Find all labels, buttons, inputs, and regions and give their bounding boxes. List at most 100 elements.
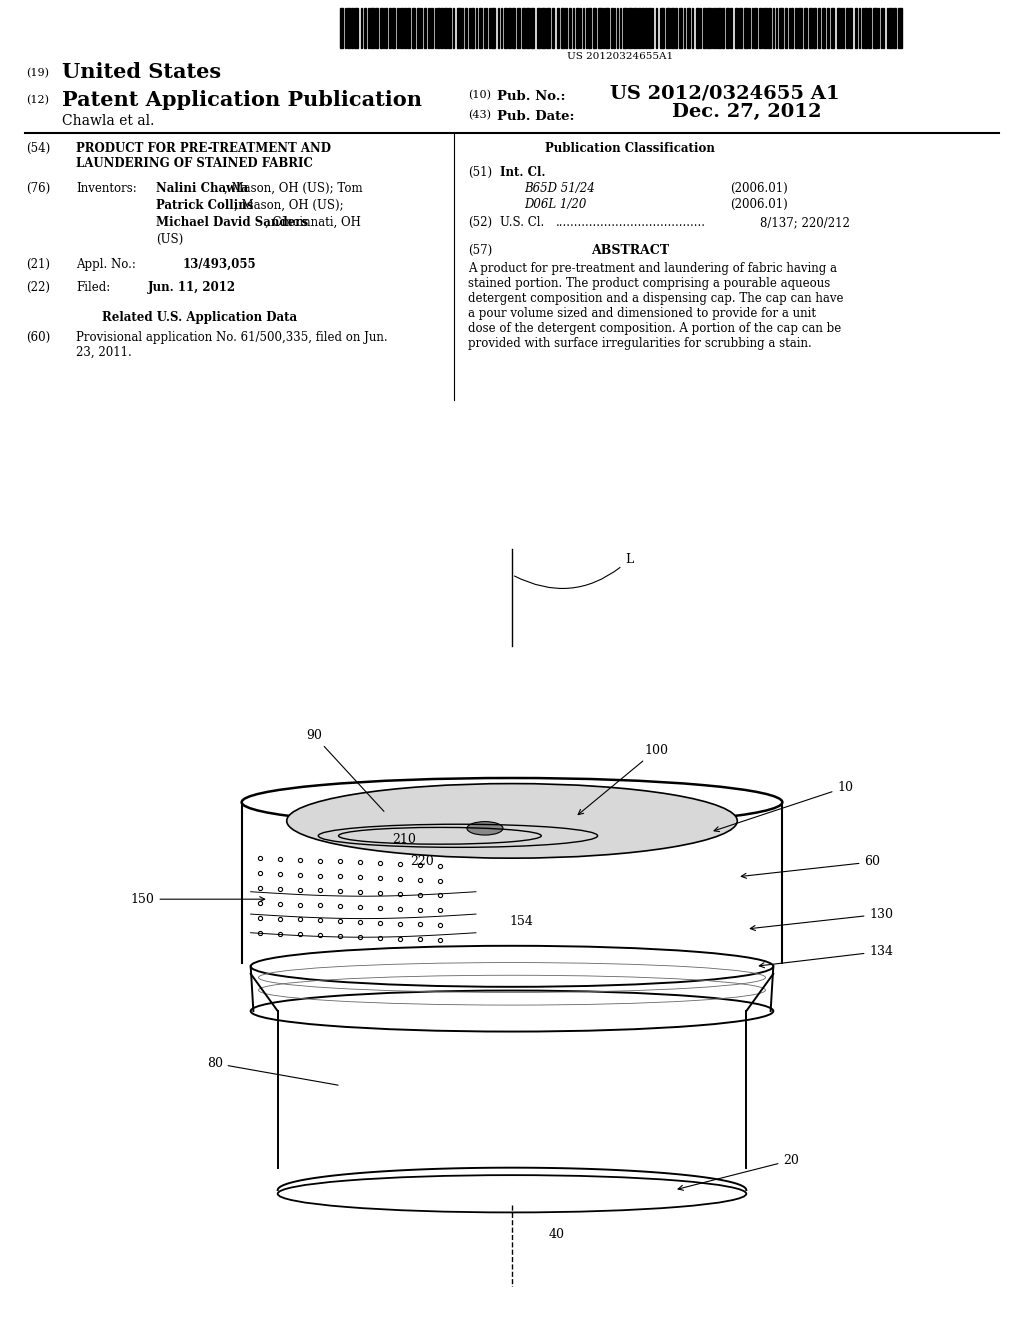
Text: 210: 210 <box>392 833 416 846</box>
Bar <box>522 8 524 48</box>
Bar <box>666 8 670 48</box>
Bar <box>597 8 601 48</box>
Bar <box>421 8 422 48</box>
Bar <box>611 8 612 48</box>
Ellipse shape <box>278 1175 746 1212</box>
Bar <box>729 8 732 48</box>
Bar <box>401 8 402 48</box>
Ellipse shape <box>467 821 503 836</box>
Bar <box>541 8 545 48</box>
Text: , Mason, OH (US); Tom: , Mason, OH (US); Tom <box>223 182 362 195</box>
Text: Dec. 27, 2012: Dec. 27, 2012 <box>672 103 821 121</box>
Bar <box>671 8 674 48</box>
Text: Filed:: Filed: <box>76 281 111 294</box>
Text: D06L 1/20: D06L 1/20 <box>524 198 587 211</box>
Text: L: L <box>514 553 633 589</box>
Bar <box>504 8 507 48</box>
Text: (43): (43) <box>468 110 490 120</box>
Bar <box>508 8 511 48</box>
Bar <box>734 8 737 48</box>
Bar <box>717 8 721 48</box>
Text: 80: 80 <box>207 1057 338 1085</box>
Text: Pub. No.:: Pub. No.: <box>497 90 565 103</box>
Text: 8/137; 220/212: 8/137; 220/212 <box>760 216 850 228</box>
Bar <box>703 8 706 48</box>
Bar <box>346 8 349 48</box>
Bar <box>560 8 563 48</box>
Text: (2006.01): (2006.01) <box>730 182 787 195</box>
Bar <box>517 8 520 48</box>
Text: 60: 60 <box>741 855 881 878</box>
Bar <box>485 8 487 48</box>
Bar <box>648 8 650 48</box>
Bar <box>368 8 369 48</box>
Bar <box>392 8 395 48</box>
Bar <box>449 8 451 48</box>
Text: 150: 150 <box>131 892 264 906</box>
Ellipse shape <box>251 990 773 1031</box>
Bar <box>725 8 728 48</box>
Text: A product for pre-treatment and laundering of fabric having a
stained portion. T: A product for pre-treatment and launderi… <box>468 261 844 350</box>
Text: 20: 20 <box>678 1154 800 1191</box>
Bar <box>893 8 896 48</box>
Bar <box>546 8 550 48</box>
Bar <box>440 8 443 48</box>
Text: Provisional application No. 61/500,335, filed on Jun.
23, 2011.: Provisional application No. 61/500,335, … <box>76 331 388 359</box>
Text: Patrick Collins: Patrick Collins <box>156 199 253 213</box>
Bar <box>898 8 902 48</box>
Text: B65D 51/24: B65D 51/24 <box>524 182 595 195</box>
Text: Publication Classification: Publication Classification <box>545 143 715 154</box>
Bar <box>593 8 596 48</box>
Text: Int. Cl.: Int. Cl. <box>500 166 546 180</box>
Bar <box>340 8 343 48</box>
Bar <box>465 8 467 48</box>
Text: Pub. Date:: Pub. Date: <box>497 110 574 123</box>
Bar <box>605 8 609 48</box>
Bar <box>478 8 481 48</box>
Text: (51): (51) <box>468 166 493 180</box>
Bar <box>537 8 540 48</box>
Bar <box>764 8 767 48</box>
Bar <box>457 8 461 48</box>
Text: (76): (76) <box>26 182 50 195</box>
Bar <box>822 8 824 48</box>
Text: 10: 10 <box>714 781 853 832</box>
Bar <box>354 8 358 48</box>
Bar <box>628 8 632 48</box>
Text: 90: 90 <box>306 729 384 812</box>
Ellipse shape <box>287 784 737 858</box>
Text: Inventors:: Inventors: <box>76 182 137 195</box>
Bar <box>565 8 566 48</box>
Bar <box>795 8 797 48</box>
Bar <box>699 8 701 48</box>
Bar <box>785 8 786 48</box>
Bar <box>568 8 571 48</box>
Bar <box>398 8 400 48</box>
Bar <box>364 8 366 48</box>
Bar <box>707 8 711 48</box>
Bar <box>854 8 857 48</box>
Text: 154: 154 <box>509 915 532 928</box>
Bar <box>714 8 716 48</box>
Text: , Mason, OH (US);: , Mason, OH (US); <box>234 199 344 213</box>
Text: (52): (52) <box>468 216 493 228</box>
Bar <box>843 8 844 48</box>
Text: Appl. No.:: Appl. No.: <box>76 257 136 271</box>
Bar <box>889 8 892 48</box>
Bar <box>526 8 530 48</box>
Bar <box>881 8 882 48</box>
Bar <box>679 8 682 48</box>
Text: Nalini Chawla: Nalini Chawla <box>156 182 248 195</box>
Bar <box>641 8 644 48</box>
Bar <box>695 8 698 48</box>
Bar <box>575 8 579 48</box>
Bar <box>471 8 473 48</box>
Bar <box>623 8 627 48</box>
Text: 100: 100 <box>579 743 669 814</box>
Text: Michael David Sanders: Michael David Sanders <box>156 216 308 228</box>
Bar <box>512 8 514 48</box>
Text: , Cincinnati, OH: , Cincinnati, OH <box>265 216 361 228</box>
Bar <box>444 8 446 48</box>
Text: (19): (19) <box>26 69 49 78</box>
Bar <box>778 8 782 48</box>
